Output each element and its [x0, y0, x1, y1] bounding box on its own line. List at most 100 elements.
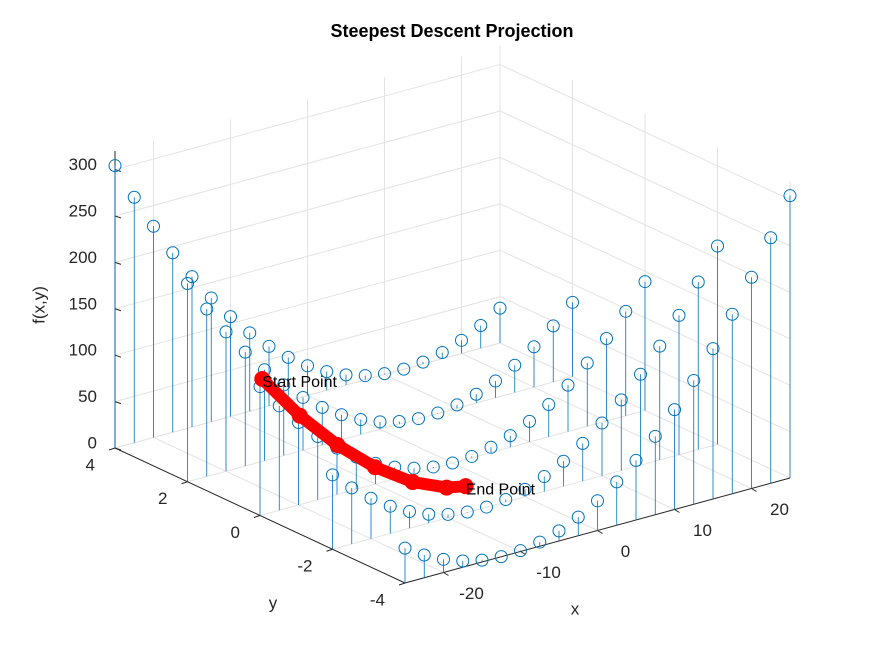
stem-marker: [614, 393, 628, 407]
stem-marker: [518, 482, 532, 496]
z-tick-label: 250: [69, 201, 97, 220]
z-tick: [114, 401, 122, 405]
stem-marker: [610, 475, 624, 489]
grid-line: [499, 110, 791, 247]
stem-marker: [595, 416, 609, 430]
stem-marker: [619, 304, 633, 318]
stem-marker: [474, 319, 488, 333]
stem-marker: [224, 310, 237, 324]
stem-marker: [764, 231, 778, 245]
x-tick-label: 10: [693, 521, 712, 540]
stem-marker: [638, 275, 652, 289]
x-tick: [674, 509, 680, 513]
x-tick: [520, 551, 526, 555]
stem-marker: [580, 356, 594, 370]
stem-marker: [634, 367, 647, 381]
grid-line: [499, 64, 791, 201]
stem-marker: [281, 350, 295, 364]
y-tick: [108, 447, 116, 451]
stem-marker: [364, 491, 378, 505]
stem-marker: [629, 453, 643, 467]
y-tick: [398, 582, 406, 586]
stem-marker: [315, 400, 329, 414]
descent-point: [438, 479, 455, 496]
stem-marker: [542, 398, 556, 412]
stem-marker: [373, 415, 387, 429]
stem-marker: [296, 390, 310, 404]
x-axis-label: x: [571, 599, 580, 618]
stem-marker: [166, 246, 180, 260]
stem-marker: [460, 505, 474, 519]
stem-marker: [431, 406, 445, 420]
stem-marker: [219, 325, 233, 339]
stem-marker: [320, 365, 334, 379]
stem-marker: [711, 239, 724, 253]
stem-marker: [546, 319, 560, 333]
stem-marker: [417, 548, 431, 562]
stem-marker: [537, 470, 551, 484]
z-tick-label: 50: [78, 387, 97, 406]
descent-point: [291, 407, 308, 424]
grid-line: [114, 64, 501, 171]
stems: [108, 159, 797, 583]
stem-marker: [437, 552, 450, 566]
stem-marker: [653, 339, 667, 353]
stem-marker: [450, 398, 464, 412]
stem-marker: [672, 308, 686, 322]
grid-line: [499, 203, 791, 340]
stem-marker: [441, 507, 455, 521]
y-tick-label: 4: [86, 455, 95, 474]
grid-line: [114, 203, 501, 310]
stem-marker: [493, 301, 507, 315]
stem-marker: [455, 333, 468, 347]
end-label: End Point: [466, 481, 536, 498]
stem-marker: [262, 339, 276, 353]
stem-marker: [147, 219, 160, 233]
stem-marker: [648, 429, 662, 443]
y-tick: [253, 515, 261, 518]
stem-marker: [561, 378, 575, 392]
stem-marker: [345, 481, 359, 495]
stem-marker: [557, 454, 570, 468]
stem-marker: [358, 369, 372, 383]
stem-marker: [456, 554, 470, 568]
stem-marker: [503, 429, 517, 443]
stem-marker: [706, 342, 720, 356]
stem-marker: [277, 378, 291, 392]
stem-marker: [339, 368, 353, 382]
z-tick-label: 300: [69, 155, 97, 174]
descent-point: [329, 437, 346, 454]
stem-marker: [200, 302, 214, 316]
stem-marker: [301, 359, 314, 373]
stem-marker: [127, 190, 141, 204]
stem-marker: [783, 189, 797, 203]
stem-marker: [552, 524, 566, 538]
stem-marker: [484, 440, 498, 454]
stem-marker: [591, 494, 604, 508]
z-tick: [114, 261, 122, 265]
x-tick-label: 20: [770, 500, 789, 519]
y-tick-label: 0: [231, 523, 240, 542]
grid-line: [114, 249, 501, 356]
stem-marker: [480, 500, 493, 514]
descent-point: [404, 474, 421, 491]
stem-marker: [185, 270, 199, 284]
stem-marker: [533, 535, 547, 549]
y-tick: [181, 481, 188, 485]
x-tick-label: -10: [536, 563, 561, 582]
stem-marker: [508, 358, 522, 372]
stem-marker: [475, 553, 489, 567]
stem-marker: [378, 367, 391, 381]
stem-marker: [403, 505, 416, 519]
z-tick: [114, 447, 122, 451]
descent-point: [254, 370, 271, 387]
stem-marker: [514, 544, 527, 558]
x-tick: [751, 488, 757, 492]
stem-marker: [668, 403, 681, 417]
stem-marker: [469, 387, 483, 401]
stem-marker: [571, 510, 585, 524]
x-tick-label: -20: [459, 584, 484, 603]
stem-marker: [499, 492, 513, 506]
stem-marker: [416, 355, 430, 369]
